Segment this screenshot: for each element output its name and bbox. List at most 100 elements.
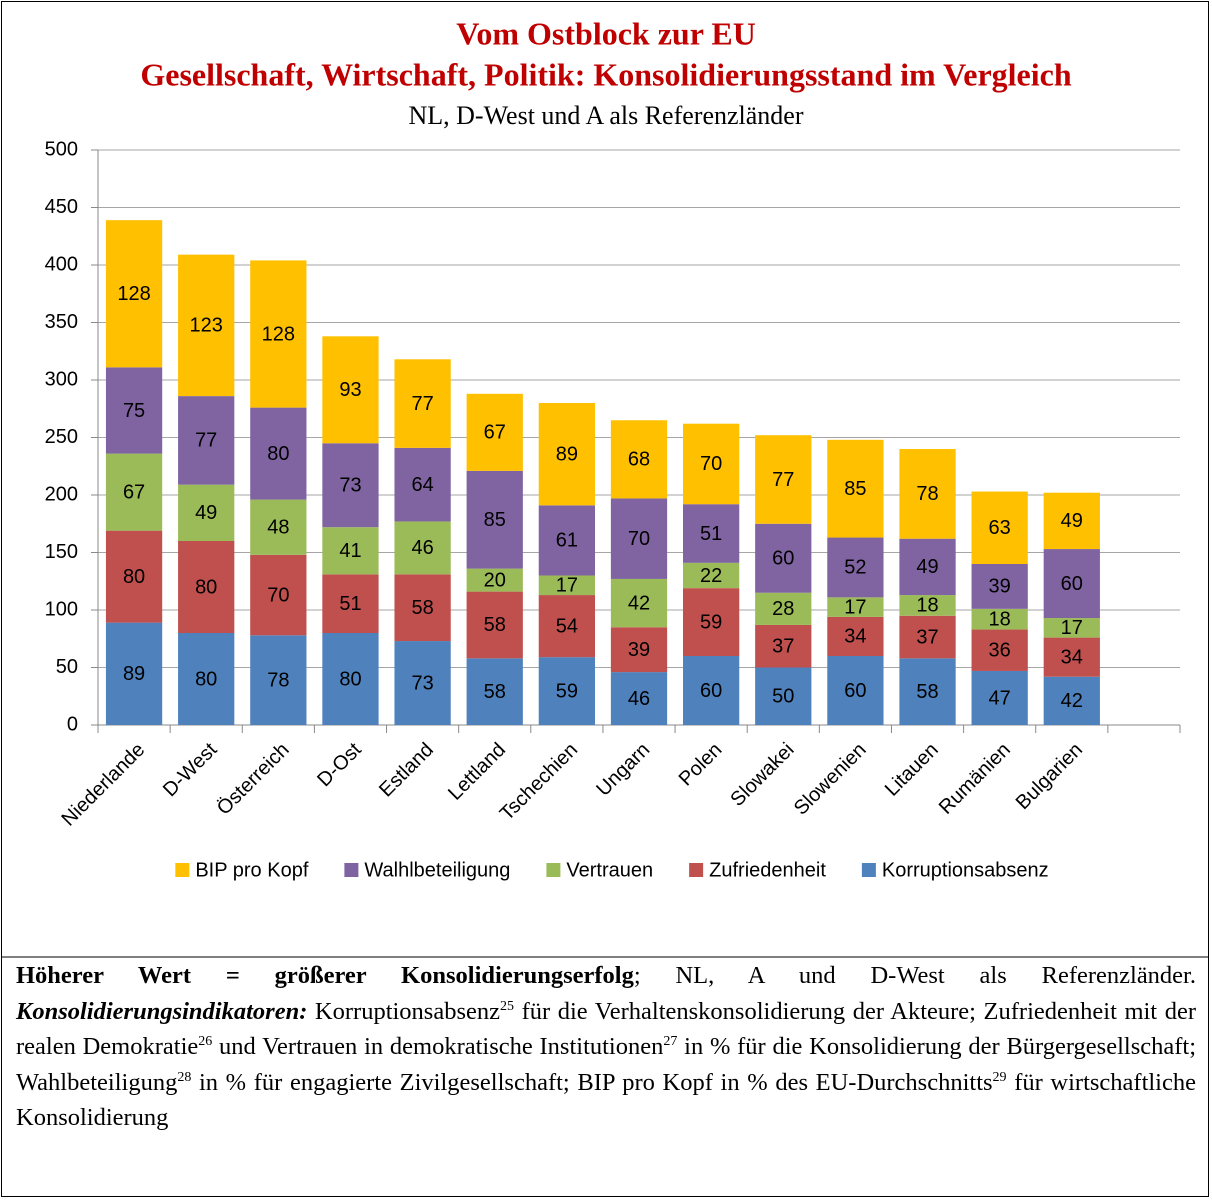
caption: Höherer Wert = größerer Konsolidierungse…	[16, 958, 1196, 1136]
caption-text: 27	[663, 1033, 678, 1049]
bar-segment	[827, 656, 884, 725]
x-tick-label: Estland	[375, 739, 438, 802]
data-label: 80	[267, 443, 289, 465]
bar-segment	[1043, 676, 1100, 725]
x-tick-label: Niederlande	[58, 739, 150, 831]
bar-segment	[610, 672, 668, 725]
data-label: 59	[700, 611, 722, 633]
data-label: 68	[628, 449, 650, 471]
legend-label: Korruptionsabsenz	[882, 859, 1049, 881]
bar-segment	[178, 254, 235, 397]
bar-segment	[683, 504, 740, 563]
bar-segment	[755, 667, 812, 725]
y-tick-label: 50	[56, 656, 78, 678]
bar-segment	[250, 554, 307, 636]
data-label: 85	[844, 478, 866, 500]
bar-segment	[971, 491, 1028, 564]
bar-segment	[250, 499, 307, 555]
data-label: 47	[989, 687, 1011, 709]
bar-segment	[827, 616, 884, 656]
data-label: 80	[123, 566, 145, 588]
data-label: 37	[916, 626, 938, 648]
bar-segment	[105, 220, 163, 368]
y-tick-label: 250	[45, 426, 78, 448]
data-label: 89	[123, 663, 145, 685]
data-label: 34	[844, 626, 866, 648]
caption-text: 26	[198, 1033, 213, 1049]
bar-segment	[466, 658, 523, 725]
bar-segment	[683, 588, 740, 656]
data-label: 46	[628, 688, 650, 710]
bar-segment	[250, 407, 307, 500]
data-label: 58	[916, 681, 938, 703]
bar-segment	[178, 633, 235, 725]
data-label: 54	[556, 615, 578, 637]
bar-segment	[538, 403, 595, 506]
bar-segment	[178, 484, 235, 541]
bar-segment	[394, 574, 451, 642]
data-label: 48	[267, 516, 289, 538]
data-label: 80	[195, 576, 217, 598]
data-label: 75	[123, 400, 145, 422]
bar-segment	[394, 447, 451, 522]
bar-segment	[899, 595, 956, 616]
bar-segment	[322, 443, 379, 528]
bar-segment	[610, 627, 668, 673]
bar-segment	[827, 597, 884, 617]
data-label: 20	[484, 569, 506, 591]
bar-segment	[755, 435, 812, 524]
x-tick-label: Bulgarien	[1012, 739, 1087, 814]
data-label: 128	[117, 283, 150, 305]
x-tick-label: Tschechien	[496, 739, 582, 825]
data-label: 50	[772, 686, 794, 708]
x-tick-label: Österreich	[213, 739, 294, 820]
bar-segment	[899, 538, 956, 596]
legend-label: Vertrauen	[566, 859, 653, 881]
data-label: 41	[339, 540, 361, 562]
x-tick-label: Lettland	[444, 739, 510, 805]
data-label: 85	[484, 509, 506, 531]
bar-segment	[322, 336, 379, 444]
bar-segment	[538, 505, 595, 576]
data-label: 78	[267, 669, 289, 691]
bar-segment	[899, 615, 956, 659]
bar-segment	[394, 359, 451, 448]
data-label: 28	[772, 598, 794, 620]
bar-segment	[755, 592, 812, 625]
data-label: 78	[916, 483, 938, 505]
x-tick-label: Slowakei	[726, 739, 798, 811]
bar-segment	[178, 541, 235, 633]
data-label: 60	[772, 548, 794, 570]
bar-segment	[971, 608, 1028, 630]
data-label: 39	[628, 639, 650, 661]
y-tick-label: 300	[45, 368, 78, 390]
bar-segment	[105, 622, 163, 725]
bar-segment	[971, 670, 1028, 725]
chart-title: Vom Ostblock zur EU	[456, 15, 756, 51]
data-label: 73	[339, 475, 361, 497]
data-label: 80	[339, 668, 361, 690]
y-tick-label: 100	[45, 598, 78, 620]
data-label: 77	[195, 430, 217, 452]
bar-segment	[538, 595, 595, 658]
data-label: 34	[1061, 646, 1083, 668]
legend-swatch	[344, 863, 359, 877]
data-label: 17	[1061, 617, 1083, 639]
bar-segment	[971, 629, 1028, 671]
caption-text: für wirtschaftliche Konsolidierung	[16, 1068, 1196, 1132]
data-label: 61	[556, 530, 578, 552]
data-label: 36	[989, 640, 1011, 662]
bar-segment	[105, 453, 163, 531]
data-label: 128	[262, 323, 295, 345]
data-label: 93	[339, 379, 361, 401]
data-label: 42	[1061, 690, 1083, 712]
data-label: 46	[411, 537, 433, 559]
data-label: 51	[700, 523, 722, 545]
bar-segment	[466, 470, 523, 569]
data-label: 67	[484, 422, 506, 444]
bar-segment	[250, 260, 307, 408]
y-tick-label: 500	[45, 138, 78, 160]
legend-swatch	[861, 863, 876, 877]
caption-text: in % für die Konsolidierung der Bürgerge…	[16, 1033, 1196, 1096]
data-label: 39	[989, 576, 1011, 598]
